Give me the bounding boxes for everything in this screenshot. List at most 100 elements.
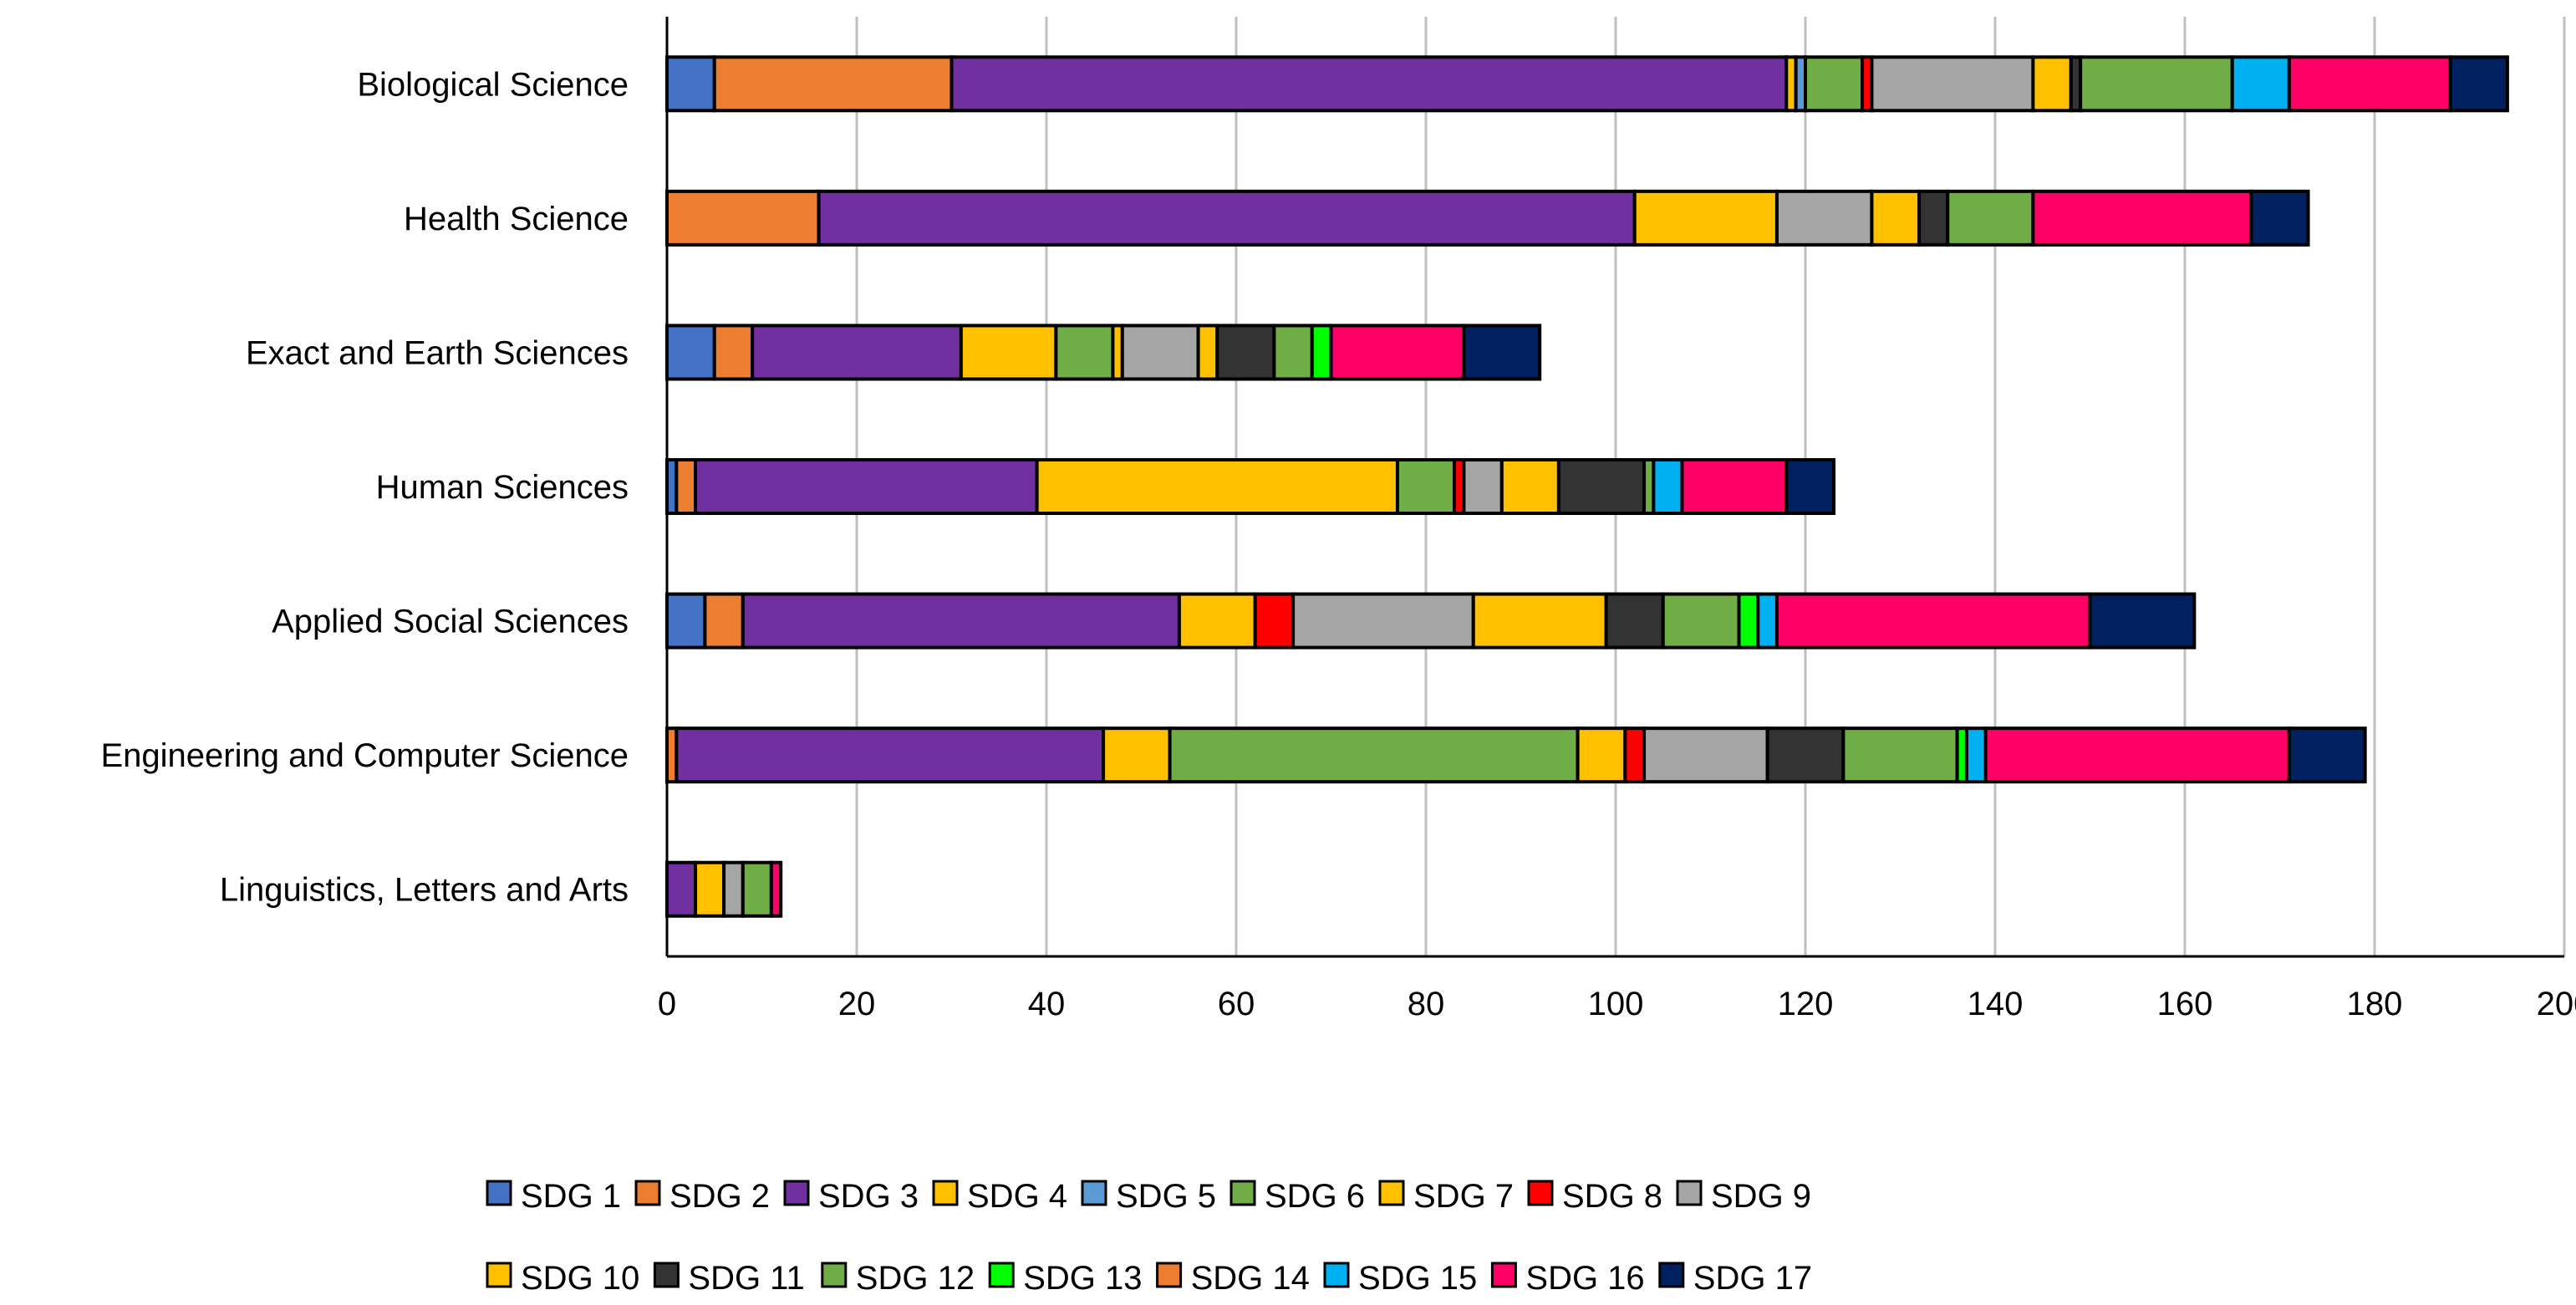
y-category-label: Biological Science bbox=[357, 66, 629, 103]
bar-engineering-and-computer-science-sdg-8 bbox=[1623, 726, 1647, 784]
bar-engineering-and-computer-science-sdg-11 bbox=[1765, 726, 1845, 784]
legend-label: SDG 1 bbox=[521, 1178, 621, 1215]
bar-applied-social-sciences-sdg-2 bbox=[703, 592, 745, 650]
bar-human-sciences-sdg-16 bbox=[1680, 458, 1789, 515]
legend-item-sdg-5: SDG 5 bbox=[1081, 1178, 1216, 1215]
bar-linguistics-letters-and-arts-sdg-9 bbox=[722, 860, 745, 918]
legend-swatch bbox=[1378, 1180, 1405, 1206]
bar-exact-and-earth-sciences-sdg-12 bbox=[1272, 324, 1314, 381]
bar-exact-and-earth-sciences-sdg-3 bbox=[751, 324, 963, 381]
bar-applied-social-sciences-sdg-15 bbox=[1756, 592, 1779, 650]
legend: SDG 1 SDG 2 SDG 3 SDG 4 SDG 5 SDG 6 SDG 7 SDG 8… bbox=[486, 1178, 1812, 1297]
legend-item-sdg-3: SDG 3 bbox=[783, 1178, 919, 1215]
bar-human-sciences-sdg-9 bbox=[1462, 458, 1504, 515]
legend-item-sdg-7: SDG 7 bbox=[1378, 1178, 1514, 1215]
legend-item-sdg-14: SDG 14 bbox=[1156, 1260, 1310, 1297]
bar-applied-social-sciences-sdg-4 bbox=[1177, 592, 1257, 650]
bar-exact-and-earth-sciences-sdg-16 bbox=[1329, 324, 1466, 381]
legend-label: SDG 14 bbox=[1191, 1260, 1310, 1297]
bar-health-science-sdg-10 bbox=[1870, 189, 1922, 247]
x-tick-label: 200 bbox=[2537, 986, 2576, 1022]
bar-health-science-sdg-9 bbox=[1774, 189, 1874, 247]
legend-item-sdg-6: SDG 6 bbox=[1229, 1178, 1365, 1215]
legend-label: SDG 15 bbox=[1358, 1260, 1477, 1297]
legend-label: SDG 16 bbox=[1525, 1260, 1644, 1297]
bar-human-sciences-sdg-2 bbox=[675, 458, 698, 515]
bar-engineering-and-computer-science-sdg-17 bbox=[2287, 726, 2367, 784]
bar-exact-and-earth-sciences-sdg-11 bbox=[1215, 324, 1276, 381]
bar-engineering-and-computer-science-sdg-6 bbox=[1168, 726, 1580, 784]
legend-label: SDG 7 bbox=[1413, 1178, 1514, 1215]
bar-biological-science-sdg-16 bbox=[2287, 55, 2452, 113]
bar-applied-social-sciences-sdg-8 bbox=[1253, 592, 1296, 650]
legend-item-sdg-4: SDG 4 bbox=[932, 1178, 1067, 1215]
legend-swatch bbox=[1490, 1262, 1517, 1288]
bar-linguistics-letters-and-arts-sdg-12 bbox=[741, 860, 773, 918]
bar-engineering-and-computer-science-sdg-3 bbox=[675, 726, 1106, 784]
bar-engineering-and-computer-science-sdg-7 bbox=[1576, 726, 1627, 784]
bar-applied-social-sciences-sdg-9 bbox=[1291, 592, 1475, 650]
legend-label: SDG 11 bbox=[688, 1260, 804, 1297]
bar-biological-science-sdg-9 bbox=[1870, 55, 2035, 113]
bar-engineering-and-computer-science-sdg-16 bbox=[1983, 726, 2291, 784]
bar-applied-social-sciences-sdg-1 bbox=[665, 592, 707, 650]
bar-human-sciences-sdg-6 bbox=[1395, 458, 1457, 515]
x-tick-label: 140 bbox=[1968, 986, 2024, 1022]
axes: 0 20 40 60 80 100 120 140 160 180 200 Biological Sc… bbox=[100, 17, 2576, 1022]
bar-exact-and-earth-sciences-sdg-9 bbox=[1120, 324, 1200, 381]
legend-item-sdg-17: SDG 17 bbox=[1658, 1260, 1812, 1297]
legend-item-sdg-8: SDG 8 bbox=[1527, 1178, 1662, 1215]
bar-health-science-sdg-16 bbox=[2031, 189, 2253, 247]
legend-swatch bbox=[1229, 1180, 1256, 1206]
x-tick-label: 160 bbox=[2157, 986, 2213, 1022]
bar-biological-science-sdg-10 bbox=[2031, 55, 2073, 113]
legend-label: SDG 8 bbox=[1562, 1178, 1662, 1215]
bar-human-sciences-sdg-15 bbox=[1652, 458, 1684, 515]
bar-health-science-sdg-11 bbox=[1917, 189, 1950, 247]
bar-engineering-and-computer-science-sdg-9 bbox=[1642, 726, 1769, 784]
legend-swatch bbox=[988, 1262, 1015, 1288]
bar-linguistics-letters-and-arts-sdg-4 bbox=[694, 860, 726, 918]
bar-exact-and-earth-sciences-sdg-4 bbox=[959, 324, 1058, 381]
bar-applied-social-sciences-sdg-17 bbox=[2088, 592, 2197, 650]
bar-health-science-sdg-4 bbox=[1632, 189, 1779, 247]
bar-biological-science-sdg-3 bbox=[949, 55, 1789, 113]
legend-swatch bbox=[932, 1180, 959, 1206]
bar-biological-science-sdg-15 bbox=[2230, 55, 2291, 113]
legend-label: SDG 2 bbox=[669, 1178, 770, 1215]
legend-item-sdg-15: SDG 15 bbox=[1323, 1260, 1477, 1297]
bar-health-science-sdg-12 bbox=[1946, 189, 2035, 247]
bar-applied-social-sciences-sdg-13 bbox=[1737, 592, 1760, 650]
bar-exact-and-earth-sciences-sdg-10 bbox=[1196, 324, 1219, 381]
legend-item-sdg-16: SDG 16 bbox=[1490, 1260, 1645, 1297]
bar-biological-science-sdg-6 bbox=[1804, 55, 1865, 113]
bar-human-sciences-sdg-4 bbox=[1035, 458, 1399, 515]
bar-applied-social-sciences-sdg-10 bbox=[1471, 592, 1608, 650]
x-tick-label: 120 bbox=[1778, 986, 1834, 1022]
bar-health-science-sdg-3 bbox=[817, 189, 1637, 247]
legend-item-sdg-13: SDG 13 bbox=[988, 1260, 1142, 1297]
bar-applied-social-sciences-sdg-11 bbox=[1604, 592, 1665, 650]
legend-item-sdg-11: SDG 11 bbox=[653, 1260, 805, 1297]
bar-applied-social-sciences-sdg-3 bbox=[741, 592, 1181, 650]
bar-engineering-and-computer-science-sdg-12 bbox=[1841, 726, 1959, 784]
legend-label: SDG 17 bbox=[1693, 1260, 1812, 1297]
bar-exact-and-earth-sciences-sdg-1 bbox=[665, 324, 716, 381]
bar-human-sciences-sdg-17 bbox=[1784, 458, 1836, 515]
legend-swatch bbox=[783, 1180, 810, 1206]
legend-label: SDG 12 bbox=[856, 1260, 975, 1297]
bar-applied-social-sciences-sdg-12 bbox=[1661, 592, 1741, 650]
bar-biological-science-sdg-2 bbox=[712, 55, 954, 113]
legend-label: SDG 3 bbox=[818, 1178, 919, 1215]
legend-label: SDG 4 bbox=[967, 1178, 1067, 1215]
legend-swatch bbox=[653, 1262, 680, 1288]
bar-exact-and-earth-sciences-sdg-6 bbox=[1054, 324, 1115, 381]
legend-swatch bbox=[1658, 1262, 1685, 1288]
legend-item-sdg-1: SDG 1 bbox=[486, 1178, 621, 1215]
legend-swatch bbox=[1156, 1262, 1183, 1288]
bar-exact-and-earth-sciences-sdg-13 bbox=[1310, 324, 1333, 381]
bar-health-science-sdg-2 bbox=[665, 189, 821, 247]
legend-swatch bbox=[486, 1262, 512, 1288]
x-tick-label: 180 bbox=[2347, 986, 2403, 1022]
